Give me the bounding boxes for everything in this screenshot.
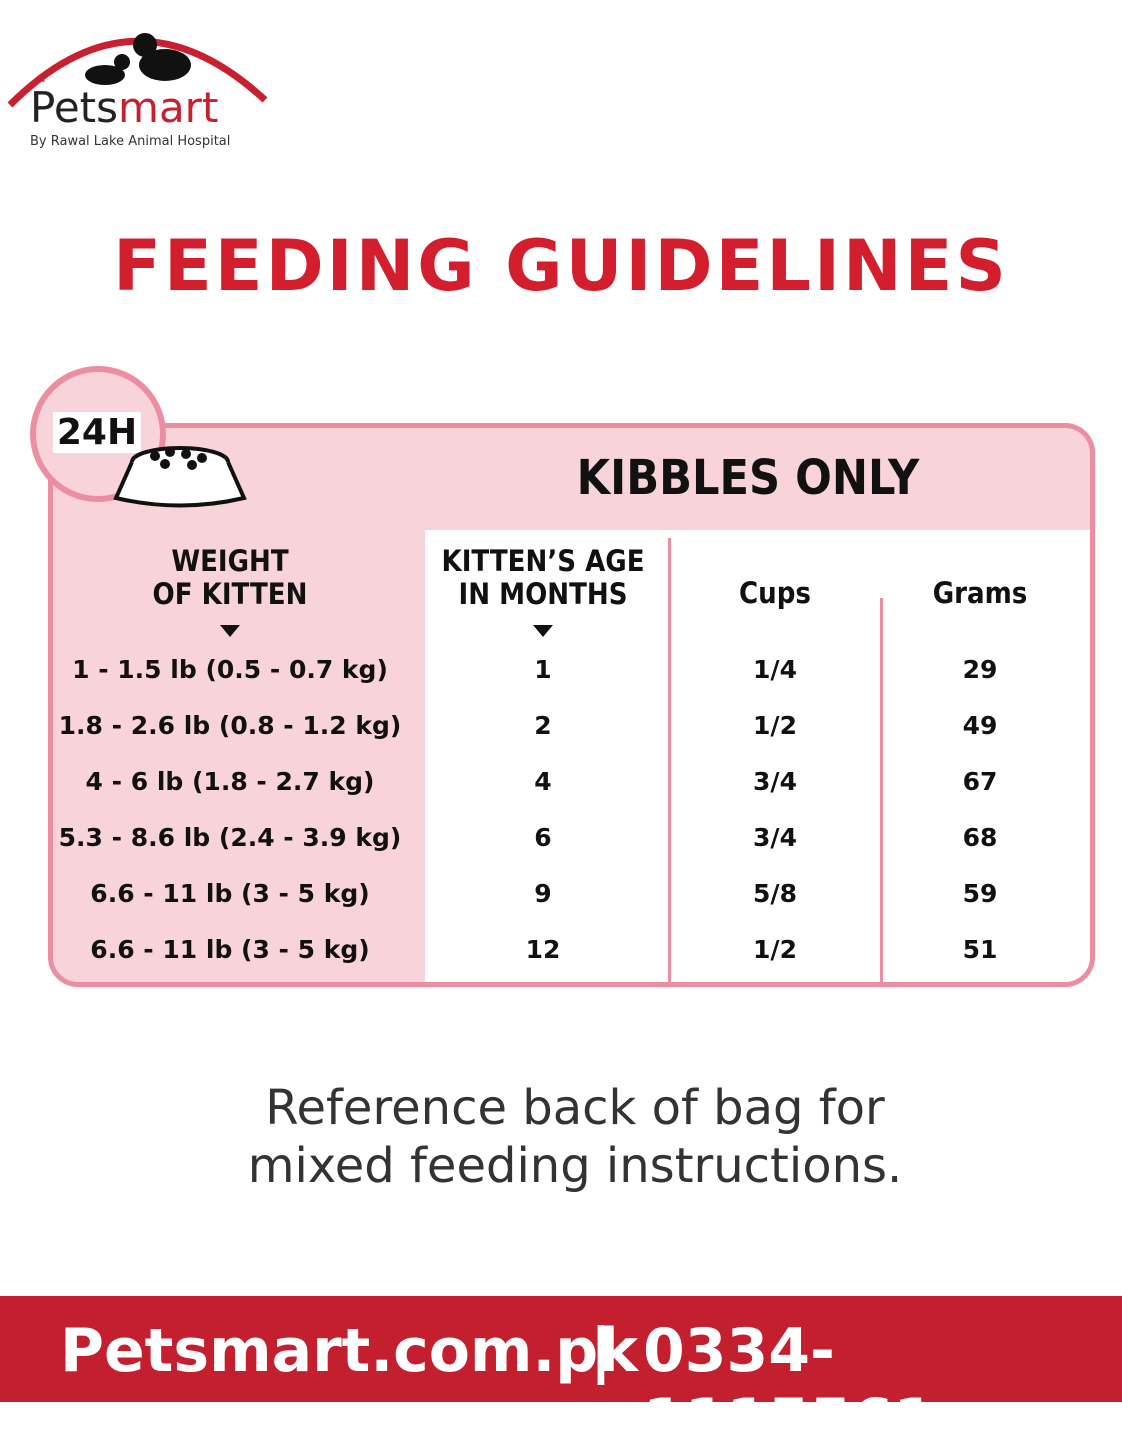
table-cell: 2 [534,711,552,740]
table-cell: 5/8 [753,879,797,908]
badge-text: 24H [52,412,142,453]
table-cell: 67 [962,767,998,796]
table-cell: 4 [534,767,552,796]
table-cell: 29 [962,655,998,684]
table-cell: 1/2 [753,711,797,740]
note-line: mixed feeding instructions. [247,1138,903,1194]
column-header: OF KITTEN [152,577,308,611]
bowl-icon [113,446,247,508]
table-cell: 4 - 6 lb (1.8 - 2.7 kg) [85,767,375,796]
column-header: IN MONTHS [458,577,628,611]
footer-website: Petsmart.com.pk [60,1316,639,1386]
logo-tagline: By Rawal Lake Animal Hospital [30,134,230,149]
footer-bar: Petsmart.com.pk | 0334-1115561 [0,1296,1122,1456]
table-cell: 68 [962,823,998,852]
table-white-area [425,530,1090,982]
column-header: Grams [932,576,1028,610]
page-body: Petsmart By Rawal Lake Animal Hospital F… [0,33,1122,1456]
table-cell: 1 [534,655,552,684]
table-box [48,423,1095,987]
table-cell: 9 [534,879,552,908]
table-cell: 51 [962,935,998,964]
table-cell: 6.6 - 11 lb (3 - 5 kg) [90,879,370,908]
title: FEEDING GUIDELINES [113,225,1009,307]
table-cell: 1 - 1.5 lb (0.5 - 0.7 kg) [72,655,388,684]
table-cell: 59 [962,879,998,908]
column-header: Cups [739,576,811,610]
column-divider [880,598,883,982]
sort-arrow [533,625,553,637]
logo: Petsmart By Rawal Lake Animal Hospital [7,33,268,149]
table-cell: 3/4 [753,767,797,796]
logo-pets [85,33,191,85]
footer-phone: 0334-1115561 [643,1316,936,1456]
table-cell: 5.3 - 8.6 lb (2.4 - 3.9 kg) [58,823,402,852]
table-cell: 6 [534,823,552,852]
column-header: KITTEN’S AGE [441,544,645,578]
footer-separator: | [590,1316,612,1386]
table-heading: KIBBLES ONLY [576,450,920,506]
column-header: WEIGHT [171,544,289,578]
column-divider [668,538,671,982]
table-cell: 1/4 [753,655,797,684]
table-cell: 1.8 - 2.6 lb (0.8 - 1.2 kg) [58,711,402,740]
table-cell: 6.6 - 11 lb (3 - 5 kg) [90,935,370,964]
table-cell: 1/2 [753,935,797,964]
table-cell: 3/4 [753,823,797,852]
page: Feeding Guidelines {"logo": {"brand_part… [0,33,1122,1456]
table-cell: 12 [525,935,561,964]
note-line: Reference back of bag for [265,1080,885,1136]
table-cell: 49 [962,711,998,740]
logo-brand: Petsmart [30,83,218,132]
sort-arrow [220,625,240,637]
logo-bird [35,74,45,82]
